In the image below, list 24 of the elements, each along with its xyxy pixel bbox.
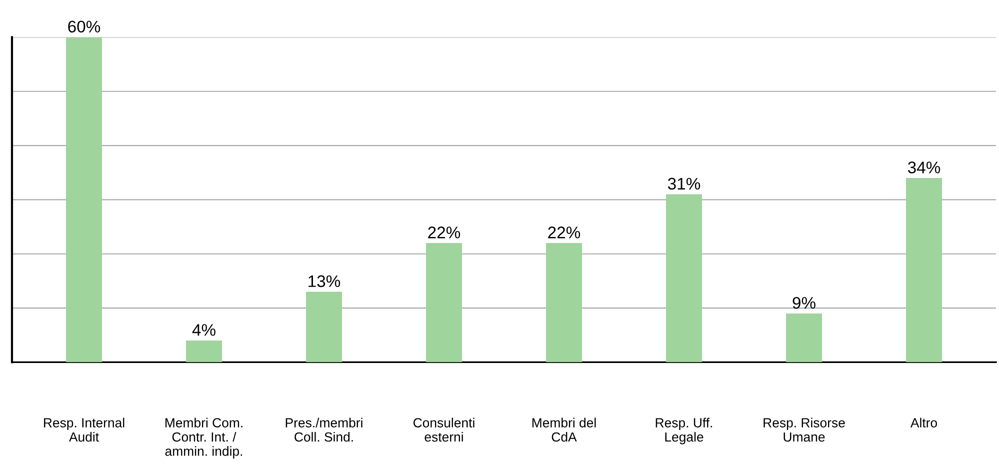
x-tick-label: Consulenti esterni <box>413 418 474 442</box>
data-label: 9% <box>792 296 816 309</box>
x-tick-label: Pres./membri Coll. Sind. <box>286 418 362 442</box>
bar <box>306 292 342 362</box>
x-tick-label: Resp. Risorse Umane <box>764 418 845 442</box>
data-label: 22% <box>428 226 460 238</box>
data-label: 4% <box>192 324 216 336</box>
x-tick-label: Resp. Uff. Legale <box>656 418 712 444</box>
bar <box>426 243 462 362</box>
bar <box>66 37 102 362</box>
x-tick-label: Membri Com. Contr. Int. / ammin. indip. <box>165 418 242 458</box>
data-label: 31% <box>668 178 700 190</box>
x-tick-label: Resp. Internal Audit <box>44 418 124 442</box>
data-label: 22% <box>548 226 580 238</box>
bar <box>786 313 822 362</box>
x-tick-label: Membri del CdA <box>532 418 596 442</box>
data-label: 13% <box>308 275 340 288</box>
bar <box>186 340 222 362</box>
data-label: 34% <box>908 162 940 174</box>
bar <box>906 178 942 362</box>
x-tick-label: Altro <box>910 418 938 428</box>
data-label: 60% <box>68 20 100 33</box>
bar <box>546 243 582 362</box>
bar <box>666 194 702 362</box>
